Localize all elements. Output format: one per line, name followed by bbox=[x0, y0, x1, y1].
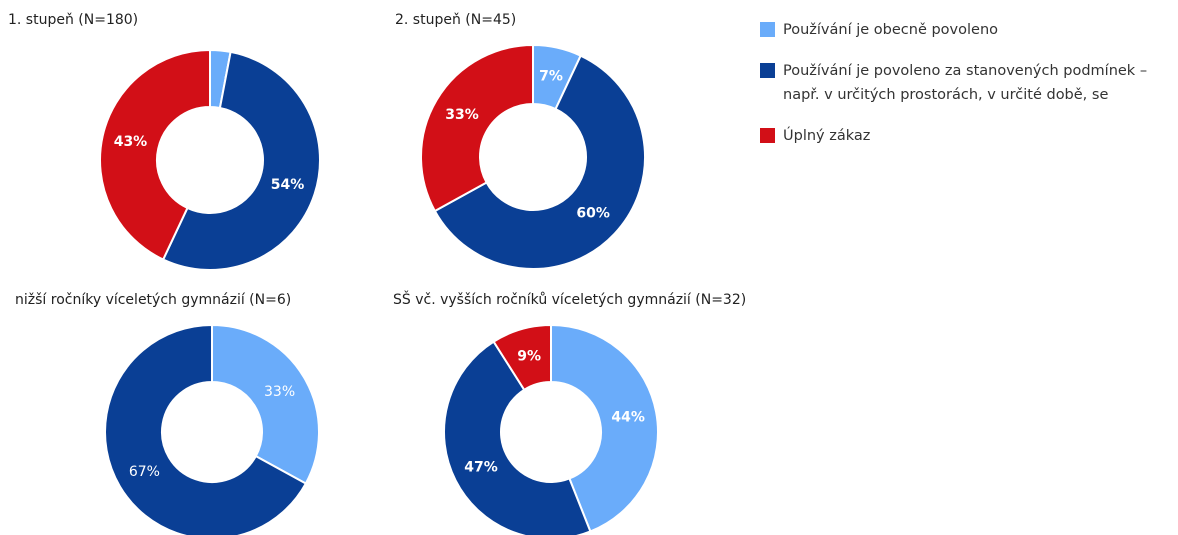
data-label: 67% bbox=[129, 464, 160, 480]
donut-slice bbox=[161, 50, 321, 271]
donut-slice bbox=[550, 323, 659, 533]
donut-slice bbox=[433, 54, 646, 270]
data-label: 33% bbox=[264, 384, 295, 400]
donut-slice bbox=[420, 43, 534, 213]
legend-item: Používání je obecně povoleno bbox=[760, 18, 1160, 42]
data-label: 47% bbox=[464, 460, 498, 476]
data-label: 7% bbox=[539, 68, 563, 84]
chart-title: 2. stupeň (N=45) bbox=[395, 12, 516, 28]
data-label: 60% bbox=[576, 205, 610, 221]
legend-swatch bbox=[760, 128, 775, 143]
legend-label: Úplný zákaz bbox=[783, 128, 871, 144]
donut-slice bbox=[99, 48, 211, 261]
legend-swatch bbox=[760, 63, 775, 78]
data-label: 44% bbox=[611, 409, 645, 425]
data-label: 33% bbox=[445, 107, 479, 123]
chart-title: 1. stupeň (N=180) bbox=[8, 12, 138, 28]
data-label: 43% bbox=[114, 134, 148, 150]
donut-slice bbox=[492, 323, 552, 392]
chart-title: SŠ vč. vyšších ročníků víceletých gymnáz… bbox=[393, 290, 746, 308]
donut-slice bbox=[443, 340, 592, 535]
donut-slice bbox=[211, 323, 320, 485]
donut-slice bbox=[104, 323, 308, 535]
chart-title: nižší ročníky víceletých gymnázií (N=6) bbox=[15, 292, 291, 308]
legend-item: Používání je povoleno za stanovených pod… bbox=[760, 59, 1160, 107]
legend-label: Používání je obecně povoleno bbox=[783, 22, 999, 38]
charts: 1. stupeň (N=180)3%54%43%2. stupeň (N=45… bbox=[8, 12, 746, 535]
legend: Používání je obecně povoleno Používání je… bbox=[760, 18, 1160, 165]
legend-label: Používání je povoleno za stanovených pod… bbox=[783, 63, 1148, 103]
legend-swatch bbox=[760, 22, 775, 37]
data-label: 54% bbox=[271, 177, 305, 193]
legend-item: Úplný zákaz bbox=[760, 124, 1160, 148]
data-label: 9% bbox=[517, 349, 541, 365]
